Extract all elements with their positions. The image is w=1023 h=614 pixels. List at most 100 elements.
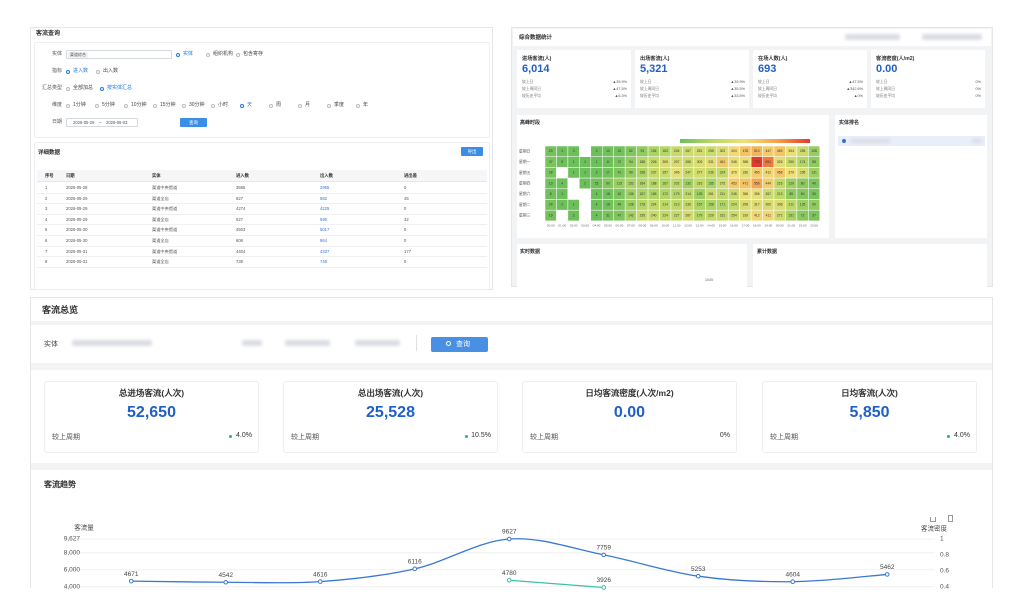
- blurred-count: [972, 139, 982, 143]
- radio[interactable]: [176, 52, 180, 57]
- radio-label[interactable]: 年: [363, 102, 369, 108]
- table-row: [37, 247, 487, 258]
- radio-label[interactable]: 30分钟: [189, 102, 205, 108]
- radio[interactable]: [95, 103, 99, 108]
- radio[interactable]: [236, 52, 240, 57]
- stat-compare-label: 较上周同日: [640, 87, 659, 91]
- ranking-row[interactable]: [838, 136, 985, 146]
- radio-label[interactable]: 包含寄存: [243, 51, 264, 57]
- blurred-input[interactable]: [242, 340, 262, 346]
- filter-label: 实体: [44, 341, 58, 348]
- table-cell: 2: [45, 195, 48, 201]
- radio[interactable]: [206, 52, 210, 57]
- radio[interactable]: [182, 103, 186, 108]
- table-cell: 渠道中央馆道: [152, 185, 178, 190]
- date-range[interactable]: [66, 118, 138, 127]
- radio[interactable]: [66, 69, 70, 74]
- radio[interactable]: [153, 103, 157, 108]
- query-button-label[interactable]: 查询: [456, 341, 470, 348]
- stat-compare-label: 较上日: [522, 80, 534, 84]
- radio-label[interactable]: 天: [247, 102, 253, 108]
- data-view-icon[interactable]: [948, 515, 953, 522]
- radio[interactable]: [211, 103, 215, 108]
- table-cell: 0: [404, 206, 407, 212]
- radio-label[interactable]: 季度: [334, 102, 345, 108]
- date-sep: ~: [99, 120, 102, 125]
- blurred-input[interactable]: [285, 340, 330, 346]
- table-cell: 2026-05-30: [66, 238, 88, 243]
- stat-label: 在场人数(人): [758, 56, 788, 62]
- entity-tag[interactable]: 渠道综合: [68, 51, 88, 58]
- table-cell: 739: [236, 259, 243, 265]
- stat-card: [871, 50, 985, 108]
- download-icon[interactable]: [930, 517, 936, 522]
- radio-label[interactable]: 实体: [183, 51, 194, 57]
- stat-card: [635, 50, 749, 108]
- entity-input[interactable]: [66, 50, 172, 59]
- blurred-select[interactable]: [845, 34, 900, 40]
- radio[interactable]: [96, 69, 100, 74]
- stat-label: 出场客流(人): [640, 56, 670, 62]
- table-cell: 32: [404, 216, 409, 222]
- table-header: [37, 170, 487, 182]
- stat-compare-value: ▲342.6%: [846, 87, 863, 91]
- radio[interactable]: [298, 103, 302, 108]
- table-cell[interactable]: 595: [320, 216, 327, 222]
- table-cell: 627: [236, 195, 243, 201]
- table-cell[interactable]: 746: [320, 259, 327, 265]
- radio-label[interactable]: 1分钟: [73, 102, 86, 108]
- radio-label[interactable]: 15分钟: [160, 102, 176, 108]
- stat-value: 6,014: [522, 63, 550, 75]
- table-cell: 渠道中央馆道: [152, 227, 178, 233]
- table-row: [37, 194, 487, 205]
- radio[interactable]: [356, 103, 360, 108]
- blurred-input[interactable]: [355, 340, 400, 346]
- table-cell: 45: [404, 195, 409, 201]
- table-cell: 0: [404, 259, 407, 265]
- trend-dot: [464, 435, 468, 438]
- export-button[interactable]: 导出: [461, 147, 483, 156]
- table-cell[interactable]: 4225: [320, 206, 330, 212]
- table-cell[interactable]: 582: [320, 195, 327, 201]
- radio-label[interactable]: 10分钟: [131, 102, 147, 108]
- blurred-input[interactable]: [72, 340, 152, 346]
- radio[interactable]: [327, 103, 331, 108]
- radio[interactable]: [100, 86, 104, 91]
- trend-dot: [947, 435, 951, 438]
- radio-label[interactable]: 组织机构: [213, 51, 234, 57]
- radio[interactable]: [269, 103, 273, 108]
- date-start: 2026-05-28: [73, 120, 95, 125]
- blurred-entity: [850, 139, 890, 143]
- table-cell: 7: [45, 248, 48, 254]
- table-cell[interactable]: 5017: [320, 227, 330, 233]
- table-cell[interactable]: 4337: [320, 248, 330, 254]
- radio-label[interactable]: 周: [276, 102, 282, 108]
- query-button[interactable]: 查询: [180, 118, 207, 127]
- radio-label[interactable]: 出入数: [103, 68, 119, 74]
- heatmap-title: 高峰时段: [520, 120, 541, 126]
- stat-value: 0.00: [876, 63, 898, 75]
- radio[interactable]: [124, 103, 128, 108]
- radio[interactable]: [66, 86, 70, 91]
- stat-compare-value: ▲39.9%: [612, 80, 627, 84]
- kpi-card: [44, 381, 259, 453]
- radio[interactable]: [66, 103, 70, 108]
- query-button[interactable]: [431, 337, 488, 352]
- stat-compare-value: ▲33.5%: [730, 94, 745, 98]
- radio-label[interactable]: 进入数: [73, 68, 89, 74]
- radio-label[interactable]: 按实体汇总: [107, 85, 133, 91]
- table-cell[interactable]: 2955: [320, 185, 330, 190]
- radio[interactable]: [240, 103, 244, 108]
- table-row: [37, 183, 487, 194]
- table-cell: 渠道全店: [152, 216, 169, 222]
- radio-label[interactable]: 月: [305, 102, 311, 108]
- radio-label[interactable]: 5分钟: [102, 102, 115, 108]
- radio-label[interactable]: 小时: [218, 102, 229, 108]
- table-cell[interactable]: 864: [320, 238, 327, 243]
- blurred-select[interactable]: [922, 34, 982, 40]
- radio-label[interactable]: 全部加总: [73, 85, 94, 91]
- table-row: [37, 236, 487, 247]
- ranking-panel: [835, 115, 987, 238]
- kpi-label: 总出场客流(人次): [357, 388, 424, 398]
- stat-compare-value: ▲47.5%: [612, 87, 627, 91]
